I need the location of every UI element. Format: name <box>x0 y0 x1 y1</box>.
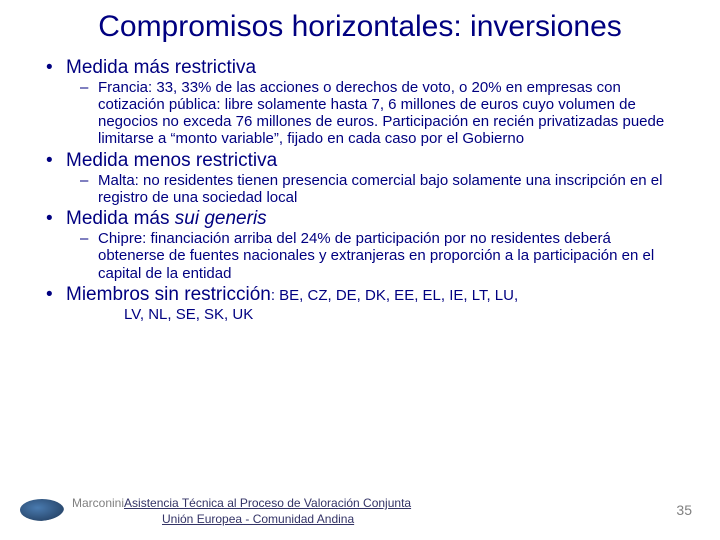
slide-title: Compromisos horizontales: inversiones <box>40 10 680 45</box>
bullet-label: Medida más restrictiva <box>66 57 256 78</box>
bullet-item: Medida más sui generis Chipre: financiac… <box>66 208 680 282</box>
bullet-label: Medida menos restrictiva <box>66 150 277 171</box>
slide-container: Compromisos horizontales: inversiones Me… <box>0 0 720 540</box>
bullet-list: Medida más restrictiva Francia: 33, 33% … <box>40 57 680 324</box>
sub-item: Francia: 33, 33% de las acciones o derec… <box>98 79 680 148</box>
page-number: 35 <box>676 502 692 518</box>
codes-line2: LV, NL, SE, SK, UK <box>66 306 680 324</box>
sub-item: Chipre: financiación arriba del 24% de p… <box>98 230 680 282</box>
bullet-item: Medida más restrictiva Francia: 33, 33% … <box>66 57 680 148</box>
sub-item: Malta: no residentes tienen presencia co… <box>98 172 680 207</box>
footer-author: Marconini <box>72 496 124 510</box>
sub-list: Chipre: financiación arriba del 24% de p… <box>66 230 680 282</box>
bullet-label-italic: sui generis <box>175 208 267 229</box>
logo-icon <box>20 499 64 521</box>
slide-footer: MarconiniAsistencia Técnica al Proceso d… <box>0 494 720 526</box>
footer-link-1: Asistencia Técnica al Proceso de Valorac… <box>124 496 411 510</box>
slide-content: Medida más restrictiva Francia: 33, 33% … <box>40 57 680 324</box>
footer-text: MarconiniAsistencia Técnica al Proceso d… <box>68 494 676 526</box>
bullet-label-pre: Medida más <box>66 208 175 229</box>
bullet-label-pre: Miembros sin restricción <box>66 284 271 305</box>
sub-list: Francia: 33, 33% de las acciones o derec… <box>66 79 680 148</box>
codes-inline: : BE, CZ, DE, DK, EE, EL, IE, LT, LU, <box>271 287 518 304</box>
bullet-item: Miembros sin restricción: BE, CZ, DE, DK… <box>66 284 680 324</box>
footer-link-2: Unión Europea - Comunidad Andina <box>72 512 676 526</box>
bullet-item: Medida menos restrictiva Malta: no resid… <box>66 150 680 207</box>
sub-list: Malta: no residentes tienen presencia co… <box>66 172 680 207</box>
